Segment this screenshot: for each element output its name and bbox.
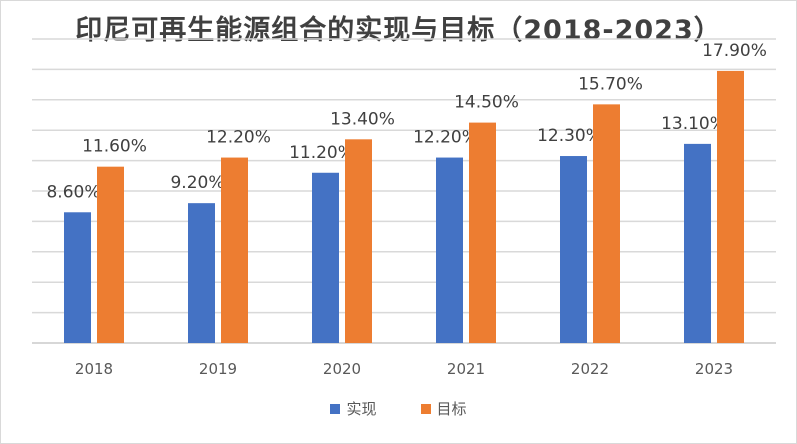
bar-target xyxy=(221,157,248,343)
x-tick-label: 2020 xyxy=(323,360,361,378)
x-tick-label: 2019 xyxy=(199,360,237,378)
bar-actual xyxy=(188,203,215,343)
bar-actual xyxy=(64,212,91,343)
bar-actual xyxy=(312,172,339,343)
x-tick-label: 2022 xyxy=(571,360,609,378)
bar-actual xyxy=(684,143,711,343)
legend-label-actual: 实现 xyxy=(346,400,377,418)
legend-label-target: 目标 xyxy=(436,400,467,418)
data-label: 11.20% xyxy=(289,143,354,163)
data-label: 15.70% xyxy=(578,74,643,94)
data-label: 8.60% xyxy=(46,182,100,202)
data-label: 17.90% xyxy=(702,41,767,61)
x-tick-label: 2023 xyxy=(695,360,733,378)
data-label: 13.40% xyxy=(330,109,395,129)
data-label: 13.10% xyxy=(661,114,726,134)
legend-item-actual: 实现 xyxy=(330,398,377,419)
data-label: 12.30% xyxy=(537,126,602,146)
data-label: 12.20% xyxy=(206,128,271,148)
data-label: 12.20% xyxy=(413,128,478,148)
legend-swatch-target xyxy=(420,403,431,414)
data-label: 14.50% xyxy=(454,93,519,113)
bar-target xyxy=(717,70,744,344)
bar-actual xyxy=(560,156,587,343)
bar-target xyxy=(593,104,620,343)
bar-target xyxy=(345,139,372,343)
bar-actual xyxy=(436,157,463,343)
bar-target xyxy=(469,122,496,343)
x-tick-label: 2018 xyxy=(75,360,113,378)
legend-item-target: 目标 xyxy=(420,398,467,419)
bar-target xyxy=(97,166,124,343)
legend: 实现 目标 xyxy=(0,398,797,419)
legend-swatch-actual xyxy=(330,403,341,414)
chart-title: 印尼可再生能源组合的实现与目标（2018-2023） xyxy=(75,15,722,46)
data-label: 11.60% xyxy=(82,137,147,157)
data-label: 9.20% xyxy=(170,173,224,193)
x-tick-label: 2021 xyxy=(447,360,485,378)
